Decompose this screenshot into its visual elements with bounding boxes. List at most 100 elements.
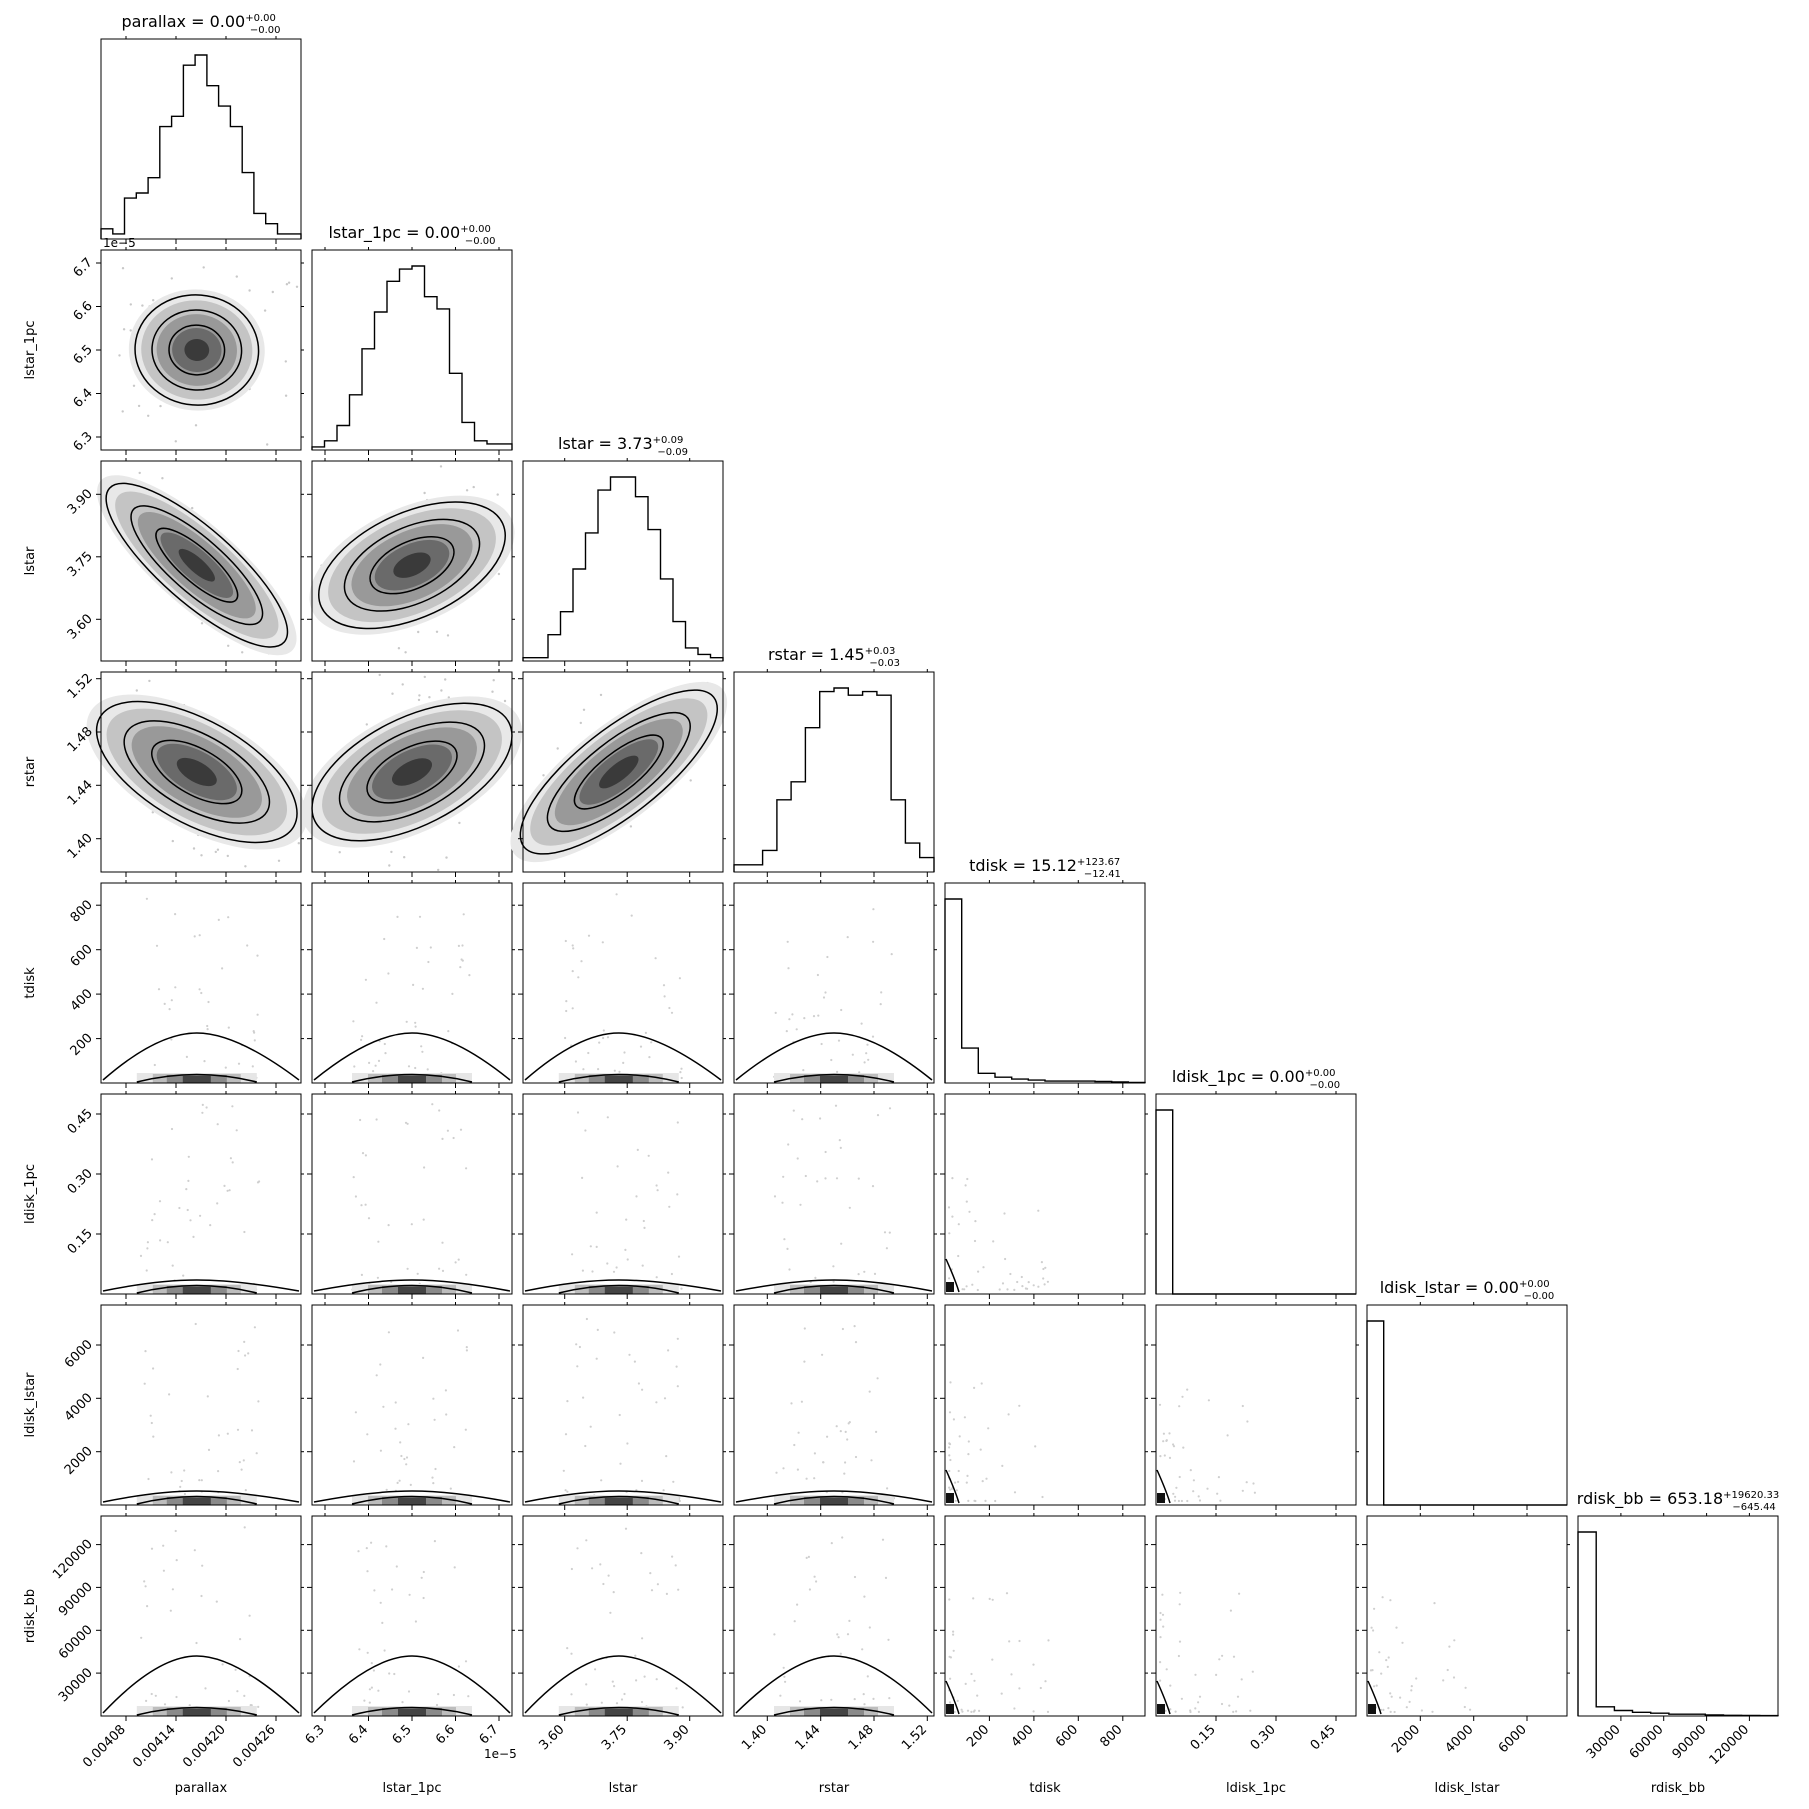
x-axis-label-ldisk_1pc: ldisk_1pc <box>1226 1781 1286 1796</box>
sample-point <box>797 1431 800 1434</box>
sample-point <box>163 1703 167 1706</box>
sample-point <box>1039 1686 1042 1690</box>
x-tick-label: 0.30 <box>1248 1722 1279 1753</box>
sample-point <box>965 1200 968 1203</box>
sample-point <box>824 1177 827 1180</box>
sample-point <box>414 1620 417 1623</box>
sample-point <box>888 1107 892 1110</box>
sample-point <box>677 1588 680 1591</box>
sample-point <box>407 1065 411 1068</box>
contour-inner <box>351 1706 473 1716</box>
panel-frame <box>1155 1515 1357 1717</box>
x-tick-label: 1.48 <box>846 1722 877 1753</box>
sample-point <box>407 1690 411 1693</box>
sample-point <box>354 1411 357 1414</box>
sample-point <box>948 1486 951 1489</box>
sample-point <box>574 1060 578 1063</box>
sample-point <box>982 1266 985 1269</box>
sample-point <box>171 839 174 843</box>
sample-point <box>379 1601 382 1604</box>
y-tick-label: 6.5 <box>71 342 96 367</box>
panel-lstar-vs-lstar <box>522 458 724 666</box>
sample-point <box>198 1479 201 1482</box>
panel-title-tdisk: tdisk = 15.12+123.67 −12.41 <box>969 856 1121 880</box>
sample-point <box>872 1697 875 1700</box>
sample-point <box>611 1680 614 1683</box>
title-main: rstar = 1.45 <box>768 645 865 664</box>
x-tick-label: 0.00420 <box>180 1722 229 1771</box>
sample-point <box>401 683 404 686</box>
sample-point <box>145 897 148 900</box>
contour-outer <box>313 1279 511 1292</box>
contour-outer <box>313 1655 511 1714</box>
sample-point <box>185 1055 188 1058</box>
contour-outer <box>102 1655 300 1714</box>
sample-point <box>672 1480 675 1483</box>
x-tick-label: 3.60 <box>536 1722 567 1753</box>
contour-outer <box>102 1032 300 1081</box>
sample-point <box>948 1232 951 1235</box>
sample-point <box>236 1367 239 1371</box>
sample-point <box>1179 1591 1182 1594</box>
density-band <box>182 1076 211 1083</box>
sample-point <box>635 1679 638 1682</box>
title-minus: −0.00 <box>1309 1080 1340 1091</box>
contour-outer <box>313 1490 511 1503</box>
sample-point <box>496 493 499 496</box>
sample-point <box>1395 1626 1398 1629</box>
sample-point <box>1373 1685 1376 1688</box>
title-main: tdisk = 15.12 <box>969 856 1077 875</box>
y-tick-label: 4000 <box>62 1391 96 1425</box>
sample-point <box>846 936 849 939</box>
sample-point <box>662 1489 665 1492</box>
sample-point <box>132 384 136 387</box>
sample-point <box>491 690 494 693</box>
sample-point <box>253 1326 256 1329</box>
sample-point <box>1453 1639 1456 1642</box>
sample-point <box>973 1499 976 1502</box>
sample-point <box>397 647 401 650</box>
sample-point <box>250 1429 254 1432</box>
sample-point <box>883 1231 887 1234</box>
sample-point <box>786 1247 789 1250</box>
sample-point <box>157 988 161 991</box>
sample-point <box>405 1456 409 1459</box>
sample-point <box>168 1393 171 1396</box>
sample-point <box>577 976 580 979</box>
panel-ldisk_lstar-vs-lstar <box>518 1302 726 1510</box>
sample-point <box>146 1605 149 1608</box>
sample-point <box>458 821 461 825</box>
sample-point <box>243 1526 246 1529</box>
density-band <box>398 1709 426 1716</box>
sample-point <box>786 940 789 943</box>
sample-point <box>194 424 198 427</box>
sample-point <box>795 1028 798 1031</box>
sample-point <box>804 1174 807 1178</box>
sample-point <box>465 1349 468 1352</box>
sample-point <box>422 1570 425 1574</box>
contour-outer <box>945 1680 960 1715</box>
sample-point <box>947 1206 951 1209</box>
sample-point <box>1175 1486 1178 1489</box>
density-contours <box>97 475 297 656</box>
density-level <box>391 758 433 786</box>
sample-point <box>1369 1669 1373 1672</box>
sample-point <box>440 689 443 692</box>
density-level <box>178 548 215 582</box>
sample-point <box>966 1709 970 1712</box>
sample-point <box>807 1555 811 1558</box>
sample-point <box>787 1143 790 1146</box>
x-tick-label: 200 <box>964 1722 992 1750</box>
sample-point <box>1159 1636 1162 1639</box>
sample-point <box>967 1499 970 1502</box>
contour-inner <box>773 1495 895 1505</box>
sample-point <box>816 973 820 977</box>
sample-point <box>188 1704 191 1707</box>
title-plus: +0.09 <box>653 435 684 446</box>
sample-point <box>433 1418 436 1421</box>
sample-point <box>166 1241 169 1244</box>
sample-point <box>170 1471 173 1474</box>
sample-point <box>612 1270 616 1273</box>
panel-frame <box>522 1093 724 1295</box>
sample-point <box>616 1165 619 1168</box>
